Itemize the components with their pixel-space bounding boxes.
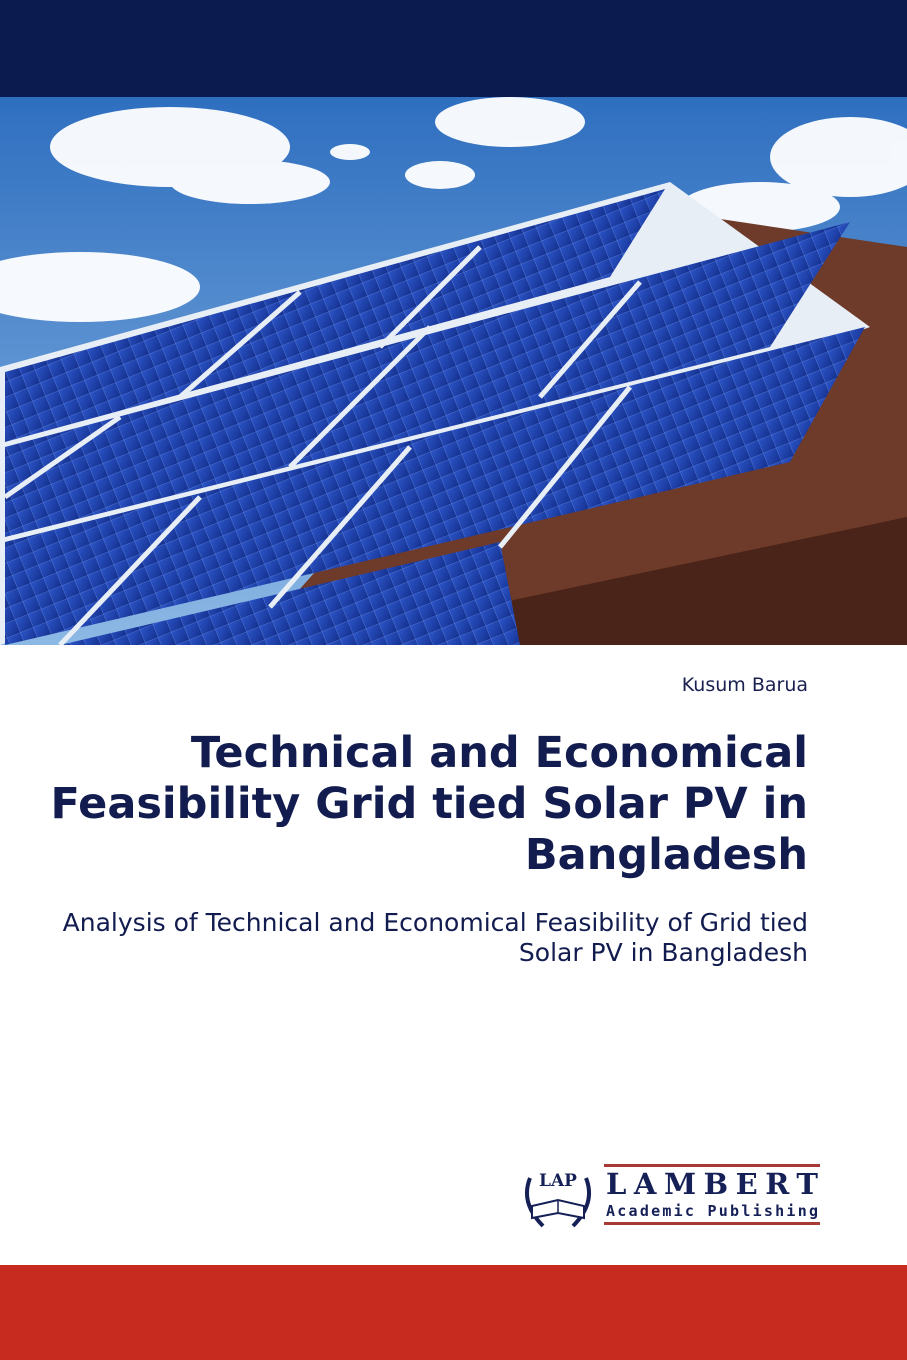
book-subtitle: Analysis of Technical and Economical Fea…	[62, 908, 808, 967]
author-name: Kusum Barua	[681, 674, 808, 696]
top-color-band	[0, 0, 907, 97]
publisher-name: LAMBERT	[606, 1167, 818, 1201]
laurel-book-icon: LAP	[525, 1171, 591, 1228]
publisher-tagline: Academic Publishing	[606, 1202, 818, 1220]
bottom-color-band	[0, 1265, 907, 1360]
svg-text:LAP: LAP	[539, 1171, 577, 1191]
book-title: Technical and Economical Feasibility Gri…	[50, 728, 808, 880]
cover-photo-solar-panels	[0, 97, 907, 645]
publisher-logo: LAP LAMBERT Academic Publishing	[525, 1164, 820, 1228]
